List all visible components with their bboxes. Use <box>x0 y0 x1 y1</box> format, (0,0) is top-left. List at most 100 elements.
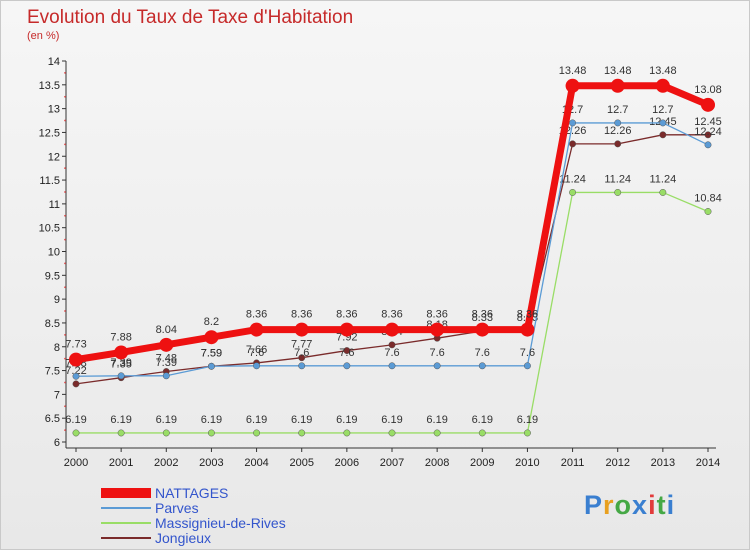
legend-label-massignieu: Massignieu-de-Rives <box>155 514 286 531</box>
data-point-1 <box>162 429 170 437</box>
data-label-0: 8.33 <box>472 312 493 324</box>
x-tick-label: 2002 <box>154 457 178 469</box>
data-label-1: 6.19 <box>426 414 447 426</box>
data-label-3: 8.04 <box>156 324 177 336</box>
data-point-3 <box>294 322 309 337</box>
data-point-1 <box>704 208 712 215</box>
proxiti-logo: Proxiti <box>584 490 675 521</box>
y-minor-tick <box>64 72 66 74</box>
data-point-1 <box>343 429 351 437</box>
legend-swatch-jongieux <box>101 536 151 539</box>
data-point-1 <box>659 188 667 196</box>
data-point-0 <box>659 131 667 139</box>
y-tick-label: 7.5 <box>45 366 60 378</box>
data-point-3 <box>430 322 445 337</box>
data-point-1 <box>72 429 80 437</box>
y-minor-tick <box>64 310 66 312</box>
y-minor-tick <box>64 262 66 265</box>
y-minor-tick <box>64 405 66 408</box>
data-label-2: 7.6 <box>339 347 354 359</box>
data-point-2 <box>343 362 351 370</box>
x-tick-label: 2013 <box>651 457 675 469</box>
y-minor-tick <box>64 119 66 122</box>
data-point-2 <box>162 372 170 380</box>
x-tick-label: 2009 <box>470 457 494 469</box>
data-point-2 <box>478 362 486 370</box>
data-label-3: 8.36 <box>426 309 447 321</box>
data-point-2 <box>72 372 80 380</box>
legend-label-jongieux: Jongieux <box>155 529 212 546</box>
x-tick-label: 2011 <box>561 457 585 469</box>
y-minor-tick <box>64 143 66 146</box>
data-label-3: 13.48 <box>649 65 677 77</box>
data-point-3 <box>385 322 399 337</box>
y-tick-label: 7 <box>54 389 60 401</box>
data-label-1: 11.24 <box>649 173 676 185</box>
logo-letter: o <box>614 490 633 520</box>
y-tick-label: 14 <box>48 56 60 68</box>
data-point-3 <box>565 78 580 93</box>
logo-letter: t <box>656 490 667 520</box>
data-label-1: 6.19 <box>201 414 222 426</box>
data-label-0: 7.66 <box>246 344 267 356</box>
logo-letter: i <box>666 490 676 520</box>
x-tick-label: 2005 <box>289 457 313 469</box>
data-label-1: 11.24 <box>604 173 631 185</box>
data-point-3 <box>69 352 83 367</box>
x-tick-label: 2008 <box>425 457 449 469</box>
data-point-2 <box>614 119 622 127</box>
data-label-2: 7.6 <box>429 347 444 359</box>
data-label-0: 7.77 <box>291 339 312 351</box>
x-tick-label: 2004 <box>244 457 268 469</box>
legend-item-parves: Parves <box>101 499 286 516</box>
data-point-2 <box>298 362 306 370</box>
data-point-3 <box>610 78 625 93</box>
data-label-3: 8.36 <box>517 309 538 321</box>
data-point-0 <box>614 140 622 148</box>
data-label-3: 8.36 <box>381 309 402 321</box>
data-label-1: 6.19 <box>336 414 357 426</box>
data-point-3 <box>249 322 264 337</box>
data-label-1: 6.19 <box>381 414 402 426</box>
chart-title: Evolution du Taux de Taxe d'Habitation <box>27 7 354 28</box>
data-label-0: 12.26 <box>604 125 632 137</box>
data-point-3 <box>204 330 219 345</box>
x-tick-label: 2010 <box>515 457 539 469</box>
data-point-0 <box>343 347 351 355</box>
data-point-1 <box>117 429 125 437</box>
data-label-1: 6.19 <box>291 414 312 426</box>
data-point-2 <box>659 119 667 127</box>
legend-label-nattages: NATTAGES <box>155 484 229 501</box>
data-label-3: 8.2 <box>204 316 219 328</box>
data-label-3: 8.36 <box>246 309 267 321</box>
data-point-2 <box>207 362 215 370</box>
data-point-1 <box>478 429 486 437</box>
data-point-2 <box>253 362 261 370</box>
data-point-3 <box>520 322 535 337</box>
data-label-0: 7.92 <box>336 332 357 344</box>
y-minor-tick <box>64 191 66 193</box>
data-label-3: 13.08 <box>694 84 722 96</box>
data-point-1 <box>207 429 215 437</box>
data-label-2: 12.24 <box>694 126 722 138</box>
y-minor-tick <box>64 357 66 360</box>
y-minor-tick <box>64 429 66 431</box>
y-tick-label: 12 <box>48 151 60 163</box>
data-label-2: 7.6 <box>520 347 535 359</box>
data-label-3: 7.88 <box>110 331 131 343</box>
data-label-1: 11.24 <box>559 173 586 185</box>
data-point-1 <box>388 429 396 437</box>
legend-item-massignieu: Massignieu-de-Rives <box>101 514 286 531</box>
y-minor-tick <box>64 286 66 289</box>
y-tick-label: 6.5 <box>45 413 60 425</box>
data-point-2 <box>388 362 396 370</box>
data-label-2: 7.6 <box>249 347 264 359</box>
legend-label-parves: Parves <box>155 499 199 516</box>
data-point-0 <box>298 354 306 362</box>
data-label-1: 6.19 <box>517 414 538 426</box>
data-label-0: 7.59 <box>201 347 222 359</box>
x-tick-label: 2001 <box>109 457 133 469</box>
data-label-2: 12.7 <box>607 104 628 116</box>
